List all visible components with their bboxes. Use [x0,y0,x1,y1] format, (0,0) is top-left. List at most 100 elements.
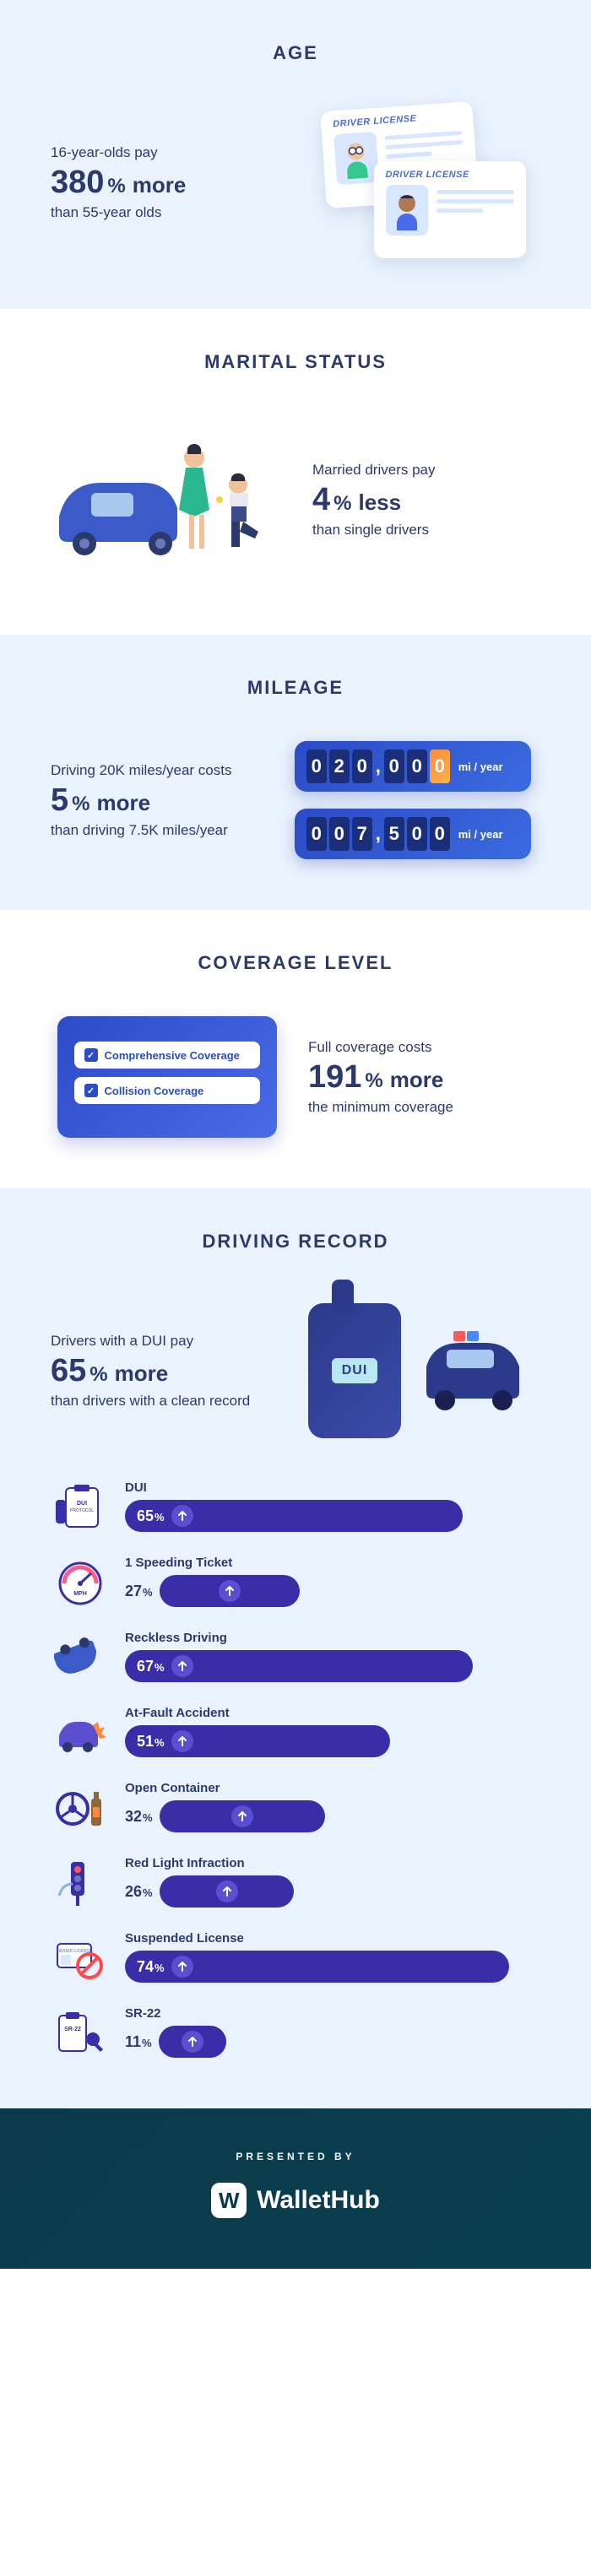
dui-illustration: DUI [304,1295,540,1447]
bar-row: Red Light Infraction 26% [51,1856,540,1908]
bar-percent: 74% [137,1958,165,1976]
coverage-option-label: Collision Coverage [105,1085,204,1097]
bar-row: SR-22 SR-22 11% [51,2006,540,2058]
no-license-icon: DRIVER LICENSE [51,1932,110,1983]
dui-text: Drivers with a DUI pay 65%more than driv… [51,1333,279,1410]
footer-brand: W WalletHub [0,2183,591,2218]
svg-text:DUI: DUI [77,1501,87,1507]
breathalyzer-label: DUI [332,1358,378,1383]
odometer-digit: 0 [306,750,327,783]
section-driving-record: DRIVING RECORD Drivers with a DUI pay 65… [0,1188,591,2108]
mileage-text: Driving 20K miles/year costs 5%more than… [51,762,260,839]
odometer-digit: 0 [306,817,327,851]
bar-fill: 67% [125,1650,473,1682]
arrow-up-icon [231,1805,253,1827]
section-age: AGE 16-year-olds pay 380%more than 55-ye… [0,0,591,309]
marital-sub: than single drivers [312,522,540,538]
marital-lead: Married drivers pay [312,462,540,479]
coverage-sub: the minimum coverage [308,1099,540,1116]
bar-row: Open Container 32% [51,1781,540,1832]
dui-value: 65 [51,1353,86,1389]
dui-lead: Drivers with a DUI pay [51,1333,279,1350]
arrow-up-icon [171,1505,193,1527]
clipboard-keys-icon: SR-22 [51,2007,110,2058]
bar-fill [160,1800,326,1832]
odometer-digit: 5 [384,817,404,851]
coverage-word: more [390,1067,444,1093]
dui-sub: than drivers with a clean record [51,1393,279,1410]
bar-label: At-Fault Accident [125,1706,540,1720]
svg-text:MPH: MPH [73,1591,87,1597]
mileage-sub: than driving 7.5K miles/year [51,822,260,839]
percent-sign: % [107,175,125,198]
svg-text:PROTOCOL: PROTOCOL [70,1508,94,1513]
bar-fill [160,1575,300,1607]
check-icon: ✓ [84,1084,98,1097]
arrow-up-icon [171,1956,193,1978]
age-sub: than 55-year olds [51,204,283,221]
mileage-value: 5 [51,782,68,819]
dui-protocol-icon: DUIPROTOCOL [51,1481,110,1532]
mileage-stat: 5%more [51,782,260,819]
odometer-digit: , [375,750,382,783]
coverage-lead: Full coverage costs [308,1039,540,1056]
arrow-up-icon [171,1730,193,1752]
brand-badge-icon: W [211,2183,247,2218]
bar-percent: 65% [137,1507,165,1525]
odometer-digit: 0 [352,750,372,783]
bar-fill: 65% [125,1500,463,1532]
wheel-bottle-icon [51,1782,110,1832]
footer: PRESENTED BY W WalletHub [0,2108,591,2269]
crash-car-icon [51,1707,110,1757]
bar-row: Reckless Driving 67% [51,1631,540,1682]
dui-stat: 65%more [51,1353,279,1389]
coverage-text: Full coverage costs 191%more the minimum… [308,1039,540,1116]
license-card-front: DRIVER LICENSE [374,161,526,258]
odometer-digit: 0 [329,817,350,851]
bar-fill: 51% [125,1725,390,1757]
bar-percent: 51% [137,1733,165,1751]
arrow-up-icon [219,1580,241,1602]
check-icon: ✓ [84,1048,98,1062]
mileage-illustration: 020,000mi / year 007,500mi / year [285,741,541,859]
section-title: DRIVING RECORD [51,1231,540,1253]
license-header: DRIVER LICENSE [386,170,514,180]
odometer-digit: 0 [407,750,427,783]
bar-label: Suspended License [125,1931,540,1946]
odometer-digit: 0 [430,750,450,783]
odometer: 007,500mi / year [295,809,531,859]
age-stat: 380%more [51,165,283,201]
arrow-up-icon [182,2031,203,2053]
section-title: MARITAL STATUS [51,351,540,373]
dui-row: Drivers with a DUI pay 65%more than driv… [51,1295,540,1447]
age-lead: 16-year-olds pay [51,144,283,161]
odometer-digit: 7 [352,817,372,851]
flipped-car-icon [51,1632,110,1682]
bar-row: MPH 1 Speeding Ticket 27% [51,1556,540,1607]
marital-stat: 4%less [312,482,540,518]
odometer: 020,000mi / year [295,741,531,792]
dui-word: more [115,1361,169,1387]
mileage-row: Driving 20K miles/year costs 5%more than… [51,741,540,859]
bar-fill: 74% [125,1951,509,1983]
marital-row: Married drivers pay 4%less than single d… [51,415,540,584]
bar-percent: 67% [137,1658,165,1675]
odometer-digit: 0 [430,817,450,851]
coverage-row: ✓Comprehensive Coverage✓Collision Covera… [51,1016,540,1138]
breathalyzer-icon: DUI [308,1303,401,1438]
bar-fill [160,1875,295,1908]
section-marital: MARITAL STATUS [0,309,591,635]
monitor-icon: ✓Comprehensive Coverage✓Collision Covera… [57,1016,277,1138]
traffic-light-icon [51,1857,110,1908]
speedometer-icon: MPH [51,1556,110,1607]
marital-value: 4 [312,482,330,518]
age-value: 380 [51,165,104,201]
coverage-option: ✓Comprehensive Coverage [74,1042,260,1069]
bar-percent: 11% [125,2033,152,2051]
bar-label: Open Container [125,1781,540,1795]
marital-illustration [51,415,287,584]
odometer-digit: , [375,817,382,851]
bar-label: SR-22 [125,2006,540,2021]
svg-text:SR-22: SR-22 [64,2027,81,2032]
section-mileage: MILEAGE Driving 20K miles/year costs 5%m… [0,635,591,910]
